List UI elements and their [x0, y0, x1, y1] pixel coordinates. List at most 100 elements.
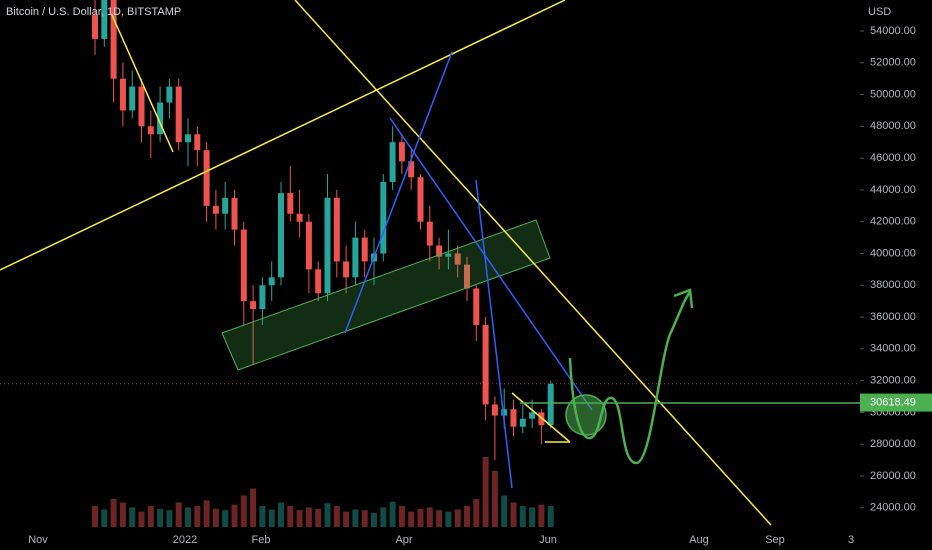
axis-unit: USD: [868, 6, 891, 18]
candle-body: [119, 78, 126, 111]
candle-body: [519, 418, 526, 427]
volume-bar: [371, 513, 377, 527]
volume-bar: [305, 507, 312, 527]
candle-body: [166, 86, 173, 103]
candle-body: [157, 102, 164, 135]
trend-line: [111, 14, 174, 153]
volume-bar: [129, 507, 136, 527]
volume-bar: [166, 510, 173, 527]
y-tick-label: 54000.00: [870, 25, 916, 37]
volume-bar: [529, 507, 536, 527]
candle-body: [482, 324, 489, 405]
y-tick-label: 52000.00: [870, 57, 916, 69]
channel: [221, 219, 551, 371]
volume-bar: [519, 506, 526, 527]
candle-body: [175, 86, 182, 143]
volume-bar: [296, 510, 303, 527]
volume-bar: [240, 495, 247, 527]
volume-bar: [343, 511, 350, 527]
projection-arrow: [673, 288, 694, 309]
volume-bar: [222, 510, 229, 527]
candle-body: [417, 177, 424, 222]
volume-bar: [119, 502, 126, 527]
volume-bar: [491, 471, 498, 527]
y-tick-label: 42000.00: [870, 216, 916, 228]
candle-body: [129, 86, 136, 111]
volume-bar: [454, 509, 461, 527]
candle-body: [231, 197, 238, 230]
x-tick-label: Sep: [765, 534, 785, 546]
volume-bar: [157, 508, 164, 527]
volume-bar: [278, 502, 284, 527]
candle-body: [278, 193, 284, 278]
trend-line: [0, 0, 566, 271]
candle-body: [147, 126, 154, 135]
candle-body: [547, 383, 554, 426]
y-tick-label: 50000.00: [870, 88, 916, 100]
candle-body: [203, 150, 210, 206]
trend-line: [511, 392, 571, 443]
candle-body: [389, 142, 396, 182]
volume-bar: [547, 506, 554, 527]
y-tick-label: 44000.00: [870, 184, 916, 196]
x-tick-label: Apr: [395, 534, 412, 546]
y-tick-label: 48000.00: [870, 120, 916, 132]
candle-body: [361, 237, 368, 262]
candle-body: [259, 285, 266, 310]
candle-body: [305, 221, 312, 270]
candle-body: [464, 264, 470, 289]
volume-bar: [250, 488, 257, 527]
price-axis: [860, 0, 932, 550]
y-tick-label: 46000.00: [870, 152, 916, 164]
volume-bar: [408, 511, 415, 527]
candle-body: [212, 205, 219, 214]
y-tick-label: 38000.00: [870, 279, 916, 291]
volume-bar: [212, 508, 219, 527]
trend-line: [475, 179, 513, 489]
candle-body: [240, 229, 247, 302]
x-tick-label: Nov: [28, 534, 48, 546]
candle-body: [185, 134, 191, 143]
x-tick-label: 3: [848, 534, 854, 546]
candle-body: [454, 253, 461, 265]
volume-bar: [138, 511, 145, 527]
candle-body: [426, 221, 433, 246]
candle-body: [352, 237, 359, 278]
candle-body: [333, 197, 340, 262]
candle-body: [501, 409, 508, 416]
candles: [0, 0, 860, 527]
y-tick-label: 36000.00: [870, 311, 916, 323]
drawings: [0, 0, 860, 526]
volume-bar: [231, 504, 238, 527]
volume-bar: [510, 502, 517, 527]
volume-bar: [259, 506, 266, 527]
y-tick-label: 34000.00: [870, 343, 916, 355]
candle-body: [445, 253, 452, 257]
trend-line: [389, 117, 593, 411]
volume-bar: [147, 506, 154, 527]
volume-bar: [426, 507, 433, 527]
candle-body: [138, 86, 145, 127]
y-tick-label: 26000.00: [870, 470, 916, 482]
volume-bar: [482, 457, 489, 527]
candle-body: [408, 161, 415, 178]
volume-bar: [324, 503, 331, 527]
candle-body: [491, 404, 498, 416]
volume-bar: [538, 504, 545, 527]
candle-body: [250, 301, 257, 310]
candle-body: [343, 261, 350, 278]
candle-body: [529, 412, 536, 419]
volume-bar: [389, 501, 396, 527]
volume-bar: [352, 509, 359, 527]
target-circle: [565, 394, 607, 436]
volume-bar: [203, 500, 210, 527]
volume-bar: [361, 510, 368, 527]
volume-bar: [464, 506, 470, 527]
candle-body: [510, 409, 517, 427]
y-tick-label: 28000.00: [870, 438, 916, 450]
volume-bar: [110, 499, 117, 527]
candle-body: [194, 134, 201, 151]
x-tick-label: Aug: [689, 534, 709, 546]
candle-body: [380, 181, 387, 254]
